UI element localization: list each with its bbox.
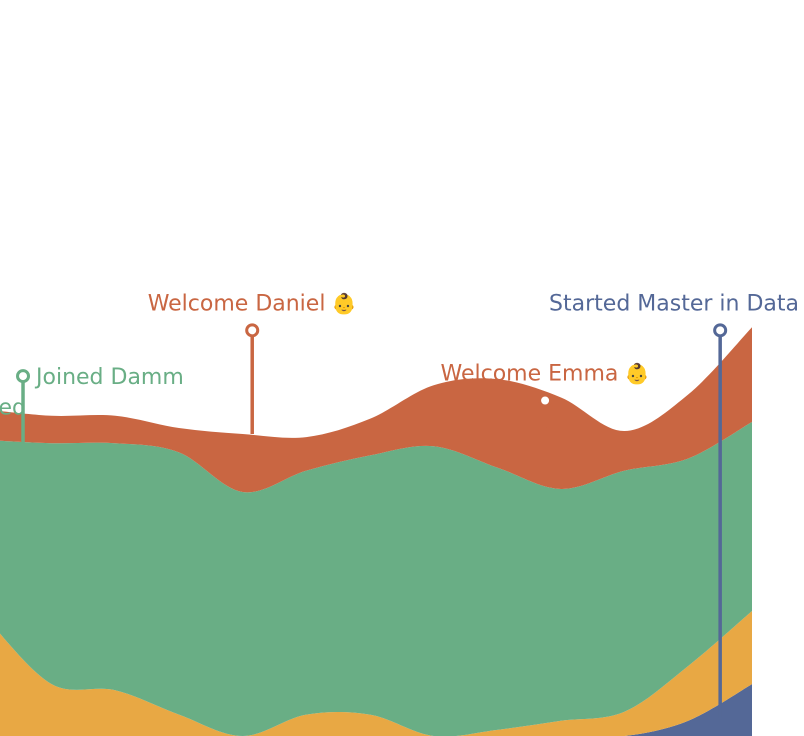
annotation-label: Welcome Daniel 👶 <box>148 291 357 316</box>
annotation: Welcome Daniel 👶 <box>148 291 357 435</box>
area-orange <box>0 327 752 493</box>
annotation-marker <box>713 323 728 338</box>
area-layers <box>0 327 752 736</box>
baby-icon: 👶 <box>618 362 649 386</box>
annotation-label: Welcome Emma 👶 <box>441 362 650 387</box>
annotation-marker <box>245 323 260 338</box>
annotation: Started Master in Data Science <box>549 291 804 718</box>
area-yellow <box>0 610 752 736</box>
baby-icon: 👶 <box>325 291 356 315</box>
annotation: Welcome Emma 👶 <box>441 362 650 428</box>
annotation-marker <box>538 393 553 408</box>
area-green <box>0 421 752 736</box>
annotation-label: Started Master in Data Science <box>549 291 804 316</box>
annotation: Joined Damm <box>16 365 184 444</box>
area-navy <box>0 684 752 736</box>
annotation-label: Joined Damm <box>34 365 184 390</box>
annotation-marker <box>16 369 31 384</box>
